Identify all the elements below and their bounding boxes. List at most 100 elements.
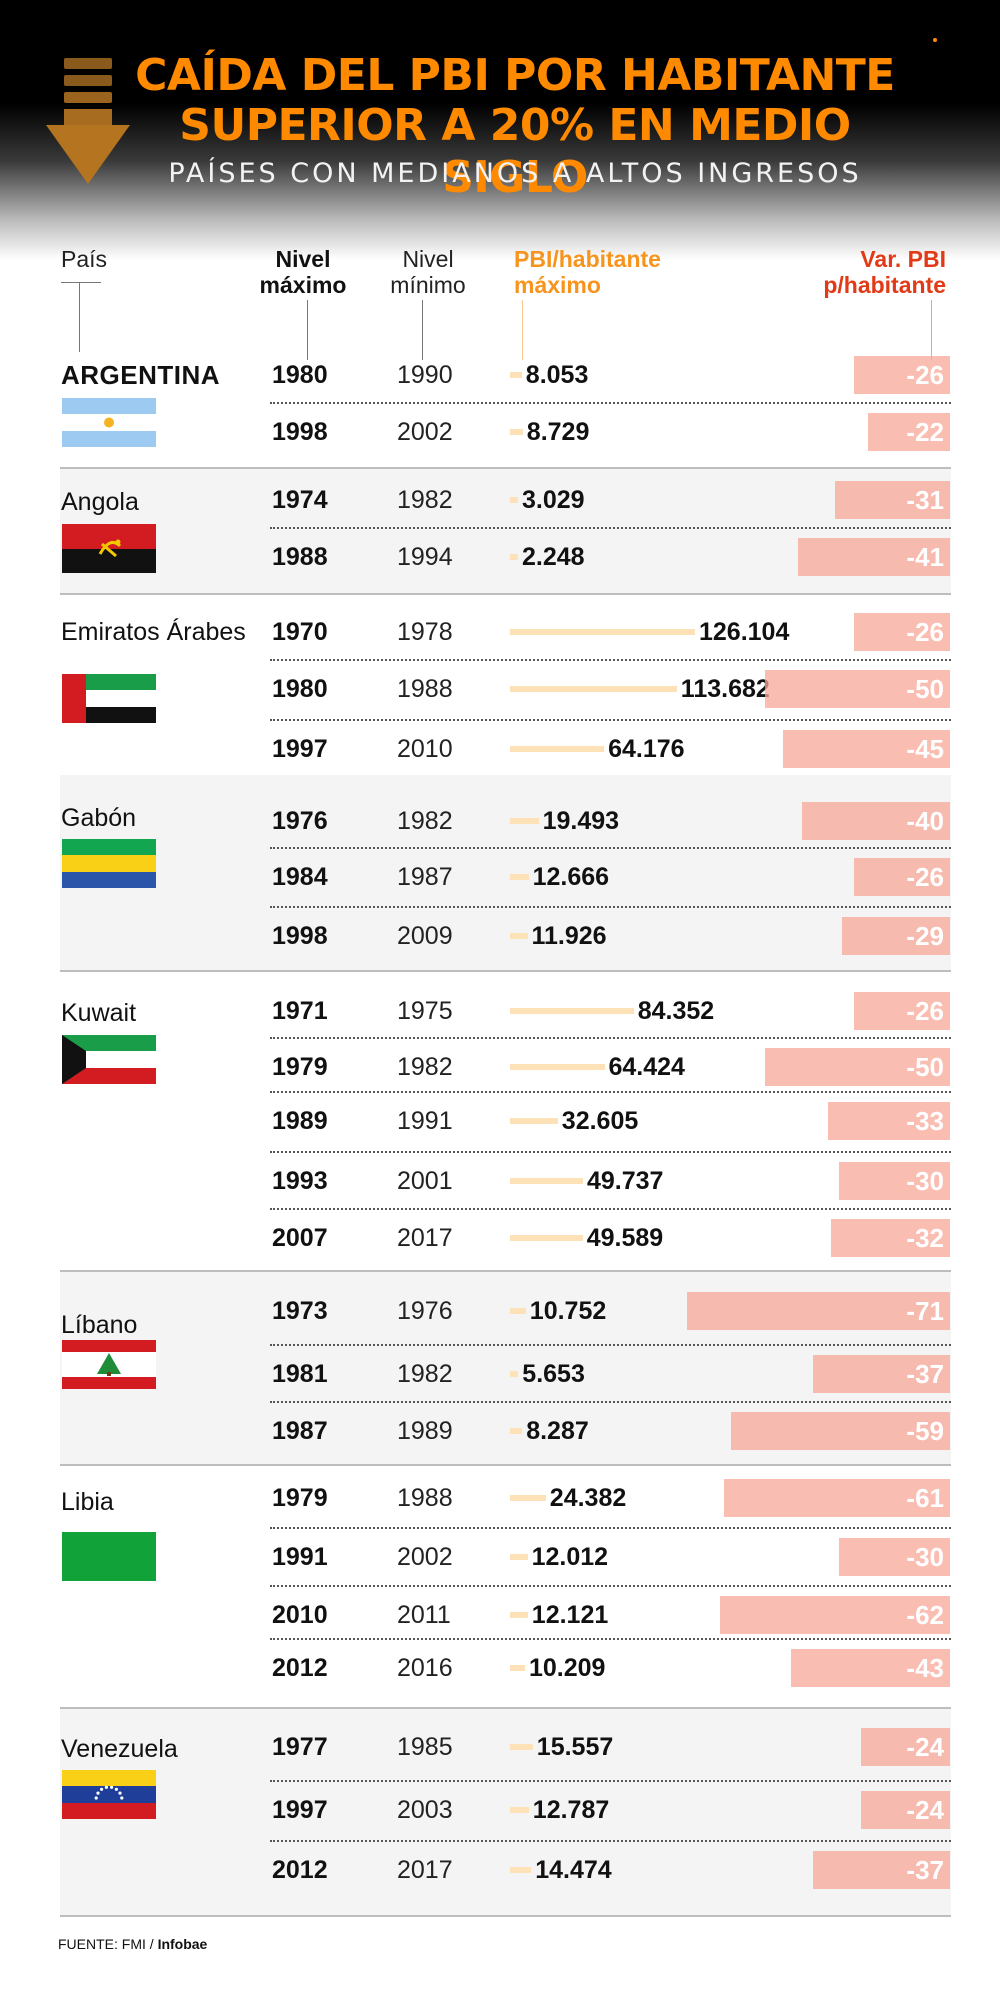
var-value-label: -43 [906, 1653, 944, 1683]
gdp-value-label: 14.474 [535, 1856, 612, 1884]
header-leader-nivel-max [307, 300, 308, 360]
gdp-bar [510, 1495, 546, 1501]
column-header-pais: País [61, 246, 108, 272]
var-value-label: -26 [906, 617, 944, 647]
gdp-bar [510, 1064, 605, 1070]
var-value-label: -61 [906, 1483, 944, 1513]
var-value-label: -33 [906, 1106, 944, 1136]
year-max: 1993 [272, 1167, 328, 1195]
table-bottom-line [60, 1915, 951, 1917]
source-label: FUENTE: FMI / [58, 1936, 158, 1952]
var-value-label: -37 [906, 1855, 944, 1885]
var-value-label: -41 [906, 542, 944, 572]
gdp-value-label: 19.493 [542, 807, 620, 835]
country-name: Kuwait [61, 999, 137, 1027]
row-divider [270, 719, 951, 721]
title-line-1: CAÍDA DEL PBI POR HABITANTE [135, 50, 895, 101]
gdp-value-label: 126.104 [699, 618, 790, 646]
year-min: 1975 [397, 997, 453, 1025]
gdp-value-label: 3.029 [522, 486, 585, 514]
year-min: 1982 [397, 807, 453, 835]
year-min: 1987 [397, 863, 453, 891]
gdp-bar [510, 933, 528, 939]
year-min: 2003 [397, 1796, 453, 1824]
gdp-bar [510, 1235, 583, 1241]
uae-flag [62, 674, 156, 723]
column-header-nivel-min-l2: mínimo [390, 272, 466, 298]
column-header-pbi-l1: PBI/habitante [514, 246, 661, 272]
var-value-label: -37 [906, 1359, 944, 1389]
var-bar [720, 1596, 950, 1634]
header-leader-pais [79, 282, 80, 352]
row-divider [270, 1208, 951, 1210]
year-max: 1974 [272, 486, 328, 514]
header-leader-nivel-min [422, 300, 423, 360]
group-separator [60, 593, 951, 595]
year-min: 2017 [397, 1224, 453, 1252]
gdp-value-label: 8.287 [526, 1417, 589, 1445]
row-divider [270, 402, 951, 404]
source-note: FUENTE: FMI / Infobae [58, 1936, 207, 1952]
var-bar [838, 1162, 950, 1200]
var-bar [868, 413, 950, 451]
var-value-label: -62 [906, 1600, 944, 1630]
decorative-dot [933, 38, 937, 42]
year-min: 1982 [397, 486, 453, 514]
var-value-label: -29 [906, 921, 944, 951]
row-divider [270, 847, 951, 849]
var-bar [827, 1102, 950, 1140]
column-header-var: Var. PBI p/habitante [760, 246, 946, 298]
year-min: 1982 [397, 1360, 453, 1388]
row-divider [270, 1037, 951, 1039]
year-max: 1998 [272, 418, 328, 446]
year-max: 1973 [272, 1297, 328, 1325]
year-max: 2007 [272, 1224, 328, 1252]
year-min: 1985 [397, 1733, 453, 1761]
year-min: 2017 [397, 1856, 453, 1884]
var-value-label: -26 [906, 862, 944, 892]
column-header-nivel-max-l2: máximo [259, 272, 347, 298]
column-header-var-l1: Var. PBI [860, 246, 946, 272]
var-bar [842, 917, 950, 955]
gdp-value-label: 12.666 [532, 863, 610, 891]
gdp-value-label: 32.605 [561, 1107, 639, 1135]
year-min: 2016 [397, 1654, 453, 1682]
var-bar [801, 802, 950, 840]
gdp-bar [510, 1744, 533, 1750]
year-max: 1987 [272, 1417, 328, 1445]
gdp-bar [510, 429, 523, 435]
year-min: 1990 [397, 361, 453, 389]
year-min: 1988 [397, 1484, 453, 1512]
year-max: 1971 [272, 997, 328, 1025]
year-max: 1981 [272, 1360, 328, 1388]
gdp-bar [510, 746, 605, 752]
var-value-label: -22 [906, 417, 944, 447]
var-value-label: -26 [906, 996, 944, 1026]
gdp-bar [510, 1807, 529, 1813]
row-divider [270, 1780, 951, 1782]
column-header-nivel-max: Nivel máximo [253, 246, 353, 298]
gdp-value-label: 24.382 [549, 1484, 627, 1512]
year-min: 1994 [397, 543, 453, 571]
year-min: 2011 [397, 1601, 451, 1629]
down-arrow-icon [46, 58, 130, 184]
gdp-value-label: 8.053 [525, 361, 589, 389]
row-divider [270, 906, 951, 908]
gdp-value-label: 113.682 [680, 675, 770, 703]
column-header-nivel-min-l1: Nivel [402, 246, 454, 272]
var-bar [831, 1219, 950, 1257]
var-bar [853, 613, 950, 651]
year-max: 2012 [272, 1654, 328, 1682]
column-header-nivel-max-l1: Nivel [275, 246, 331, 272]
var-value-label: -40 [906, 806, 944, 836]
year-min: 1978 [397, 618, 453, 646]
column-header-pbi-l2: máximo [514, 272, 601, 298]
country-name: Angola [61, 488, 139, 516]
year-max: 1980 [272, 675, 328, 703]
row-divider [270, 659, 951, 661]
group-separator [60, 1464, 951, 1466]
var-bar [812, 1355, 950, 1393]
var-bar [853, 858, 950, 896]
var-value-label: -30 [906, 1166, 944, 1196]
